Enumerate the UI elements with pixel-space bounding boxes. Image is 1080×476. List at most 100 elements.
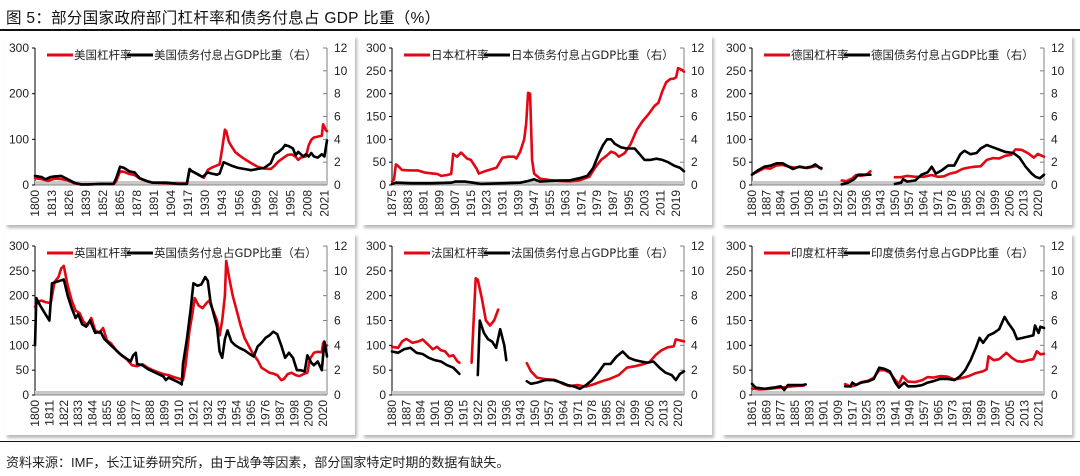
- left-tick-label: 150: [366, 110, 386, 124]
- right-tick-label: 4: [691, 338, 698, 352]
- right-tick-label: 4: [691, 132, 698, 146]
- right-tick-label: 4: [1051, 338, 1058, 352]
- x-tick-label: 1877: [774, 400, 788, 427]
- x-tick-label: 1901: [788, 190, 802, 217]
- right-tick-label: 0: [691, 178, 698, 192]
- x-tick-label: 1891: [417, 190, 431, 217]
- x-tick-label: 1999: [988, 190, 1002, 217]
- left-tick-label: 200: [9, 289, 29, 303]
- x-tick-label: 1987: [273, 400, 287, 427]
- x-tick-label: 2021: [317, 190, 331, 217]
- x-tick-label: 1971: [931, 190, 945, 217]
- x-tick-label: 1997: [989, 400, 1003, 427]
- x-tick-label: 1943: [514, 400, 528, 427]
- left-tick-label: 300: [366, 239, 386, 253]
- x-tick-label: 1908: [442, 400, 456, 427]
- x-tick-label: 1963: [559, 190, 573, 217]
- source-note: 资料来源：IMF，长江证券研究所，由于战争等因素，部分国家特定时期的数据有缺失。: [6, 455, 510, 470]
- right-tick-label: 12: [1051, 41, 1065, 55]
- x-tick-label: 1833: [71, 400, 85, 427]
- x-tick-label: 1880: [745, 190, 759, 217]
- x-tick-label: 1904: [164, 190, 178, 217]
- x-tick-label: 1891: [147, 190, 161, 217]
- chart-panel-india: 0 50 100 150 200 250 300 0 2 4 6 8 10 12 1861 1869 1877 1…: [722, 233, 1072, 435]
- left-tick-label: 100: [726, 132, 746, 146]
- figure-title: 图 5：部分国家政府部门杠杆率和债务付息占 GDP 比重（%）: [6, 10, 441, 27]
- x-tick-label: 1917: [845, 400, 859, 427]
- x-tick-label: 1973: [946, 400, 960, 427]
- x-tick-label: 1894: [774, 190, 788, 217]
- left-tick-label: 100: [9, 132, 29, 146]
- x-tick-label: 1982: [266, 190, 280, 217]
- x-tick-label: 1933: [874, 400, 888, 427]
- left-tick-label: 250: [366, 264, 386, 278]
- right-tick-label: 6: [334, 110, 341, 124]
- right-tick-label: 8: [334, 289, 341, 303]
- x-tick-label: 2021: [1032, 400, 1046, 427]
- x-tick-label: 1822: [57, 400, 71, 427]
- right-tick-label: 10: [1051, 264, 1065, 278]
- x-tick-label: 1813: [45, 190, 59, 217]
- x-tick-label: 1995: [622, 190, 636, 217]
- x-tick-label: 1936: [499, 400, 513, 427]
- x-tick-label: 1978: [945, 190, 959, 217]
- right-tick-label: 0: [1051, 178, 1058, 192]
- left-tick-label: 100: [366, 338, 386, 352]
- x-tick-label: 1999: [628, 400, 642, 427]
- x-tick-label: 1957: [542, 400, 556, 427]
- x-axis-band: [392, 181, 684, 185]
- x-tick-label: 1915: [464, 190, 478, 217]
- x-tick-label: 1992: [974, 190, 988, 217]
- x-tick-label: 1950: [888, 190, 902, 217]
- left-tick-label: 0: [22, 388, 29, 402]
- interest-line: [390, 138, 686, 186]
- interest-line-segment-1: [840, 173, 872, 186]
- legend-label-interest: 英国债务付息占GDP比重（右）: [154, 246, 317, 260]
- right-tick-label: 2: [691, 363, 698, 377]
- x-tick-label: 1987: [606, 190, 620, 217]
- x-tick-label: 1950: [528, 400, 542, 427]
- x-tick-label: 1965: [244, 400, 258, 427]
- x-tick-label: 1887: [399, 400, 413, 427]
- left-tick-label: 150: [726, 110, 746, 124]
- x-tick-label: 2006: [642, 400, 656, 427]
- legend-label-interest: 印度债务付息占GDP比重（右）: [871, 246, 1034, 260]
- right-tick-label: 10: [1051, 64, 1065, 78]
- x-tick-label: 1866: [114, 400, 128, 427]
- interest-line-segment-2: [525, 350, 686, 391]
- x-tick-label: 1909: [831, 400, 845, 427]
- legend-label-interest: 法国债务付息占GDP比重（右）: [511, 246, 674, 260]
- x-tick-label: 1936: [859, 190, 873, 217]
- x-tick-label: 2003: [638, 190, 652, 217]
- x-tick-label: 1921: [186, 400, 200, 427]
- x-tick-label: 1893: [802, 400, 816, 427]
- chart-panel-france: 0 50 100 150 200 250 300 0 2 4 6 8 10 12 1880 1887 1894 1…: [362, 233, 712, 435]
- x-axis-band: [35, 391, 327, 395]
- x-tick-label: 1839: [79, 190, 93, 217]
- legend-label-leverage: 日本杠杆率: [431, 48, 489, 62]
- x-tick-label: 1901: [817, 400, 831, 427]
- x-tick-label: 1956: [232, 190, 246, 217]
- right-tick-label: 8: [691, 87, 698, 101]
- x-tick-label: 1887: [759, 190, 773, 217]
- x-tick-label: 1969: [249, 190, 263, 217]
- left-tick-label: 200: [366, 289, 386, 303]
- x-tick-label: 1943: [215, 400, 229, 427]
- right-tick-label: 2: [691, 155, 698, 169]
- interest-line-segment-0: [750, 162, 823, 176]
- x-axis-band: [752, 391, 1044, 395]
- x-tick-label: 1930: [198, 190, 212, 217]
- left-tick-label: 0: [739, 178, 746, 192]
- x-tick-label: 1875: [385, 190, 399, 217]
- legend-label-interest: 美国债务付息占GDP比重（右）: [154, 48, 317, 62]
- leverage-line: [390, 66, 686, 183]
- x-tick-label: 1929: [845, 190, 859, 217]
- right-tick-label: 12: [334, 41, 348, 55]
- x-tick-label: 1899: [432, 190, 446, 217]
- x-tick-label: 1995: [283, 190, 297, 217]
- x-tick-label: 1998: [287, 400, 301, 427]
- left-tick-label: 250: [726, 64, 746, 78]
- x-tick-label: 1957: [917, 400, 931, 427]
